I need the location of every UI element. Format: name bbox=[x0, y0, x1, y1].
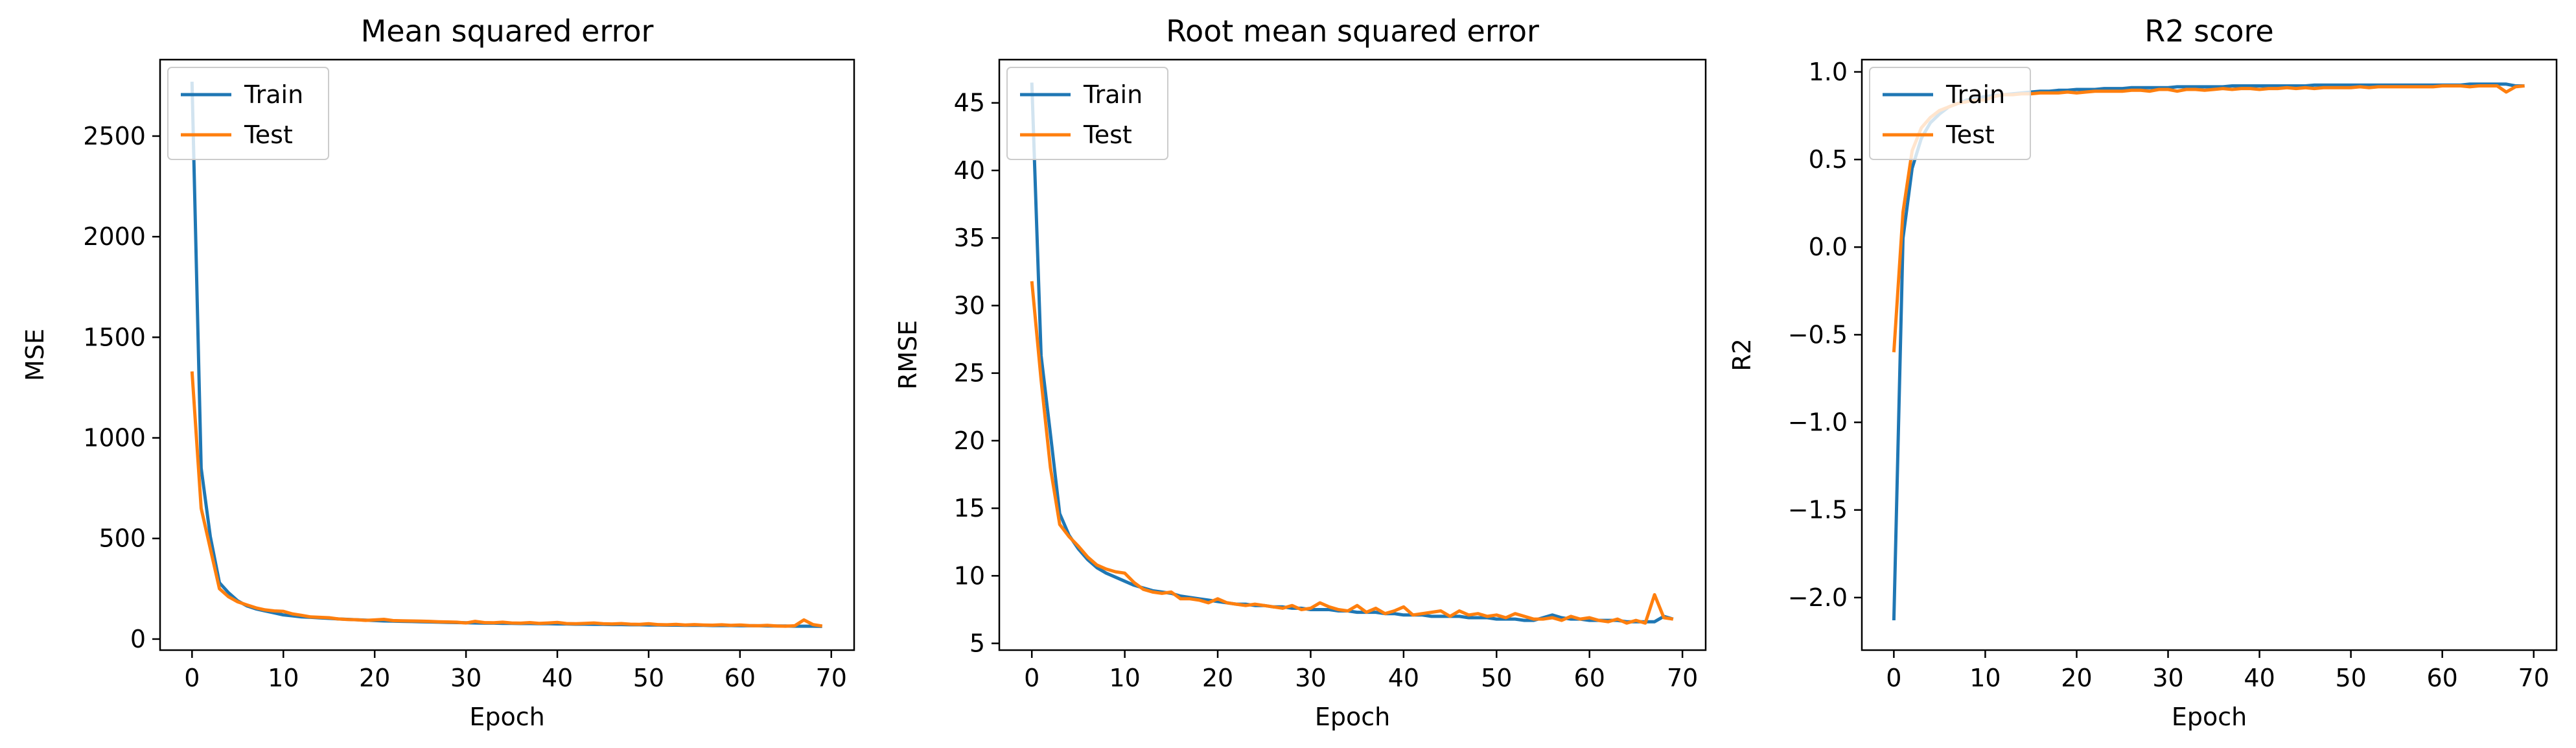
y-tick-label: 0.0 bbox=[1809, 233, 1848, 261]
y-axis-label: MSE bbox=[21, 329, 49, 381]
x-tick-label: 40 bbox=[1388, 664, 1419, 692]
panel-mse: 0 10 20 30 40 50 60 70 0 500 1000 1500 2000 2500 Mean … bbox=[21, 14, 855, 731]
x-tick-label: 40 bbox=[2244, 664, 2275, 692]
y-tick-label: 2000 bbox=[83, 222, 146, 251]
legend-label-train: Train bbox=[1083, 80, 1143, 109]
x-tick-label: 60 bbox=[725, 664, 756, 692]
chart-title: Mean squared error bbox=[361, 14, 654, 49]
y-tick-label: 10 bbox=[954, 561, 985, 590]
x-tick-label: 50 bbox=[2335, 664, 2366, 692]
legend-label-test: Test bbox=[244, 121, 293, 149]
series-line-train bbox=[1892, 82, 2525, 621]
x-tick-label: 70 bbox=[816, 664, 847, 692]
x-tick-label: 50 bbox=[633, 664, 664, 692]
series-line-train bbox=[1030, 82, 1674, 624]
y-tick-label: 0 bbox=[130, 625, 146, 653]
y-tick-label: −1.0 bbox=[1788, 408, 1848, 437]
y-tick-label: 1.0 bbox=[1809, 58, 1848, 86]
y-tick-label: 40 bbox=[954, 156, 985, 185]
x-tick-label: 20 bbox=[1202, 664, 1233, 692]
y-tick-label: 0.5 bbox=[1809, 145, 1848, 174]
y-tick-label: 1000 bbox=[83, 424, 146, 452]
y-tick-label: 15 bbox=[954, 494, 985, 522]
x-tick-label: 60 bbox=[1574, 664, 1605, 692]
x-tick-label: 0 bbox=[1886, 664, 1901, 692]
x-tick-label: 70 bbox=[1667, 664, 1698, 692]
y-tick-label: 30 bbox=[954, 291, 985, 320]
plot-frame bbox=[159, 58, 855, 651]
y-tick-label: 35 bbox=[954, 224, 985, 252]
y-tick-label: 25 bbox=[954, 359, 985, 388]
y-tick-label: 2500 bbox=[83, 122, 146, 150]
y-tick-label: 45 bbox=[954, 89, 985, 117]
legend: Train Test bbox=[1869, 67, 2031, 160]
plot-frame bbox=[1861, 58, 2558, 651]
y-axis-label: R2 bbox=[1728, 338, 1756, 371]
x-tick-label: 20 bbox=[2061, 664, 2092, 692]
x-tick-label: 70 bbox=[2518, 664, 2549, 692]
legend-label-train: Train bbox=[1945, 80, 2005, 109]
x-axis-label: Epoch bbox=[1315, 703, 1390, 731]
panel-rmse: 0 10 20 30 40 50 60 70 5 10 15 20 25 30 35 40 45 Root mea… bbox=[894, 14, 1707, 731]
x-tick-label: 0 bbox=[1024, 664, 1039, 692]
legend-label-test: Test bbox=[1945, 121, 1995, 149]
y-tick-label: 5 bbox=[969, 629, 985, 658]
y-tick-label: 500 bbox=[99, 524, 146, 553]
legend-label-train: Train bbox=[244, 80, 303, 109]
x-tick-label: 20 bbox=[359, 664, 390, 692]
legend: Train Test bbox=[167, 67, 329, 160]
legend: Train Test bbox=[1006, 67, 1168, 160]
x-tick-label: 30 bbox=[1295, 664, 1326, 692]
y-axis-label: RMSE bbox=[894, 320, 922, 390]
x-tick-label: 60 bbox=[2427, 664, 2458, 692]
x-axis-label: Epoch bbox=[469, 703, 544, 731]
x-tick-label: 50 bbox=[1481, 664, 1512, 692]
plot-frame bbox=[998, 58, 1707, 651]
y-tick-label: −2.0 bbox=[1788, 583, 1848, 612]
chart-title: R2 score bbox=[2144, 14, 2273, 49]
x-tick-label: 10 bbox=[268, 664, 299, 692]
x-tick-label: 10 bbox=[1969, 664, 2001, 692]
y-tick-label: 1500 bbox=[83, 323, 146, 351]
x-tick-label: 30 bbox=[450, 664, 482, 692]
chart-title: Root mean squared error bbox=[1166, 14, 1539, 49]
x-tick-label: 10 bbox=[1109, 664, 1140, 692]
legend-label-test: Test bbox=[1083, 121, 1132, 149]
series-line-train bbox=[190, 82, 822, 628]
y-tick-label: −0.5 bbox=[1788, 320, 1848, 349]
series-line-test bbox=[1030, 281, 1674, 625]
x-tick-label: 30 bbox=[2152, 664, 2183, 692]
panel-r2: 0 10 20 30 40 50 60 70 1.0 0.5 0.0 −0.5 −1.0 −1.5 −2.0… bbox=[1728, 14, 2558, 731]
y-tick-label: 20 bbox=[954, 427, 985, 455]
y-tick-label: −1.5 bbox=[1788, 496, 1848, 524]
series-line-test bbox=[190, 371, 823, 628]
x-tick-label: 40 bbox=[542, 664, 573, 692]
x-tick-label: 0 bbox=[184, 664, 200, 692]
x-axis-label: Epoch bbox=[2172, 703, 2247, 731]
